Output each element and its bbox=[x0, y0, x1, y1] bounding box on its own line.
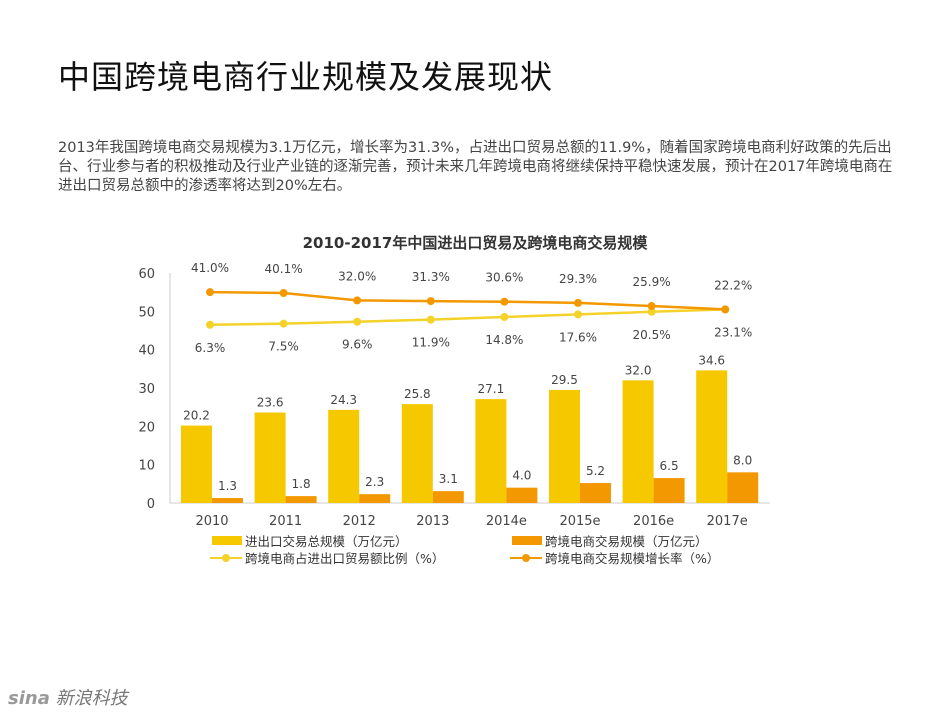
x-tick-label: 2015e bbox=[559, 514, 600, 529]
x-tick-label: 2011 bbox=[269, 514, 302, 529]
line-label: 22.2% bbox=[714, 278, 752, 292]
line-point bbox=[206, 320, 214, 329]
bar-label: 32.0 bbox=[625, 363, 652, 377]
bar-total-trade bbox=[401, 404, 433, 503]
bar-label: 2.3 bbox=[365, 475, 384, 489]
bar-label: 1.3 bbox=[218, 479, 237, 493]
bar-cross-border bbox=[653, 478, 685, 503]
line-point bbox=[206, 288, 214, 297]
line-point bbox=[574, 298, 582, 307]
line-label: 32.0% bbox=[338, 269, 376, 283]
legend-label: 跨境电商交易规模增长率（%） bbox=[545, 551, 719, 566]
bar-cross-border bbox=[727, 472, 759, 503]
x-tick-label: 2017e bbox=[707, 514, 748, 529]
line-point bbox=[279, 288, 288, 297]
y-tick-label: 30 bbox=[138, 382, 155, 397]
y-tick-label: 40 bbox=[138, 344, 155, 359]
y-tick-label: 10 bbox=[138, 459, 155, 474]
bar-label: 8.0 bbox=[733, 453, 752, 467]
line-label: 14.8% bbox=[485, 333, 523, 347]
line-point bbox=[721, 305, 730, 314]
bar-label: 34.6 bbox=[698, 353, 725, 367]
y-tick-label: 20 bbox=[138, 420, 155, 435]
chart-title: 2010-2017年中国进出口贸易及跨境电商交易规模 bbox=[302, 234, 648, 252]
line-point bbox=[353, 296, 362, 305]
line-point bbox=[647, 302, 656, 311]
bar-label: 25.8 bbox=[404, 387, 431, 401]
line-label: 23.1% bbox=[714, 325, 752, 339]
logo-text: 新浪科技 bbox=[55, 688, 128, 709]
bar-cross-border bbox=[432, 491, 464, 503]
line-label: 25.9% bbox=[633, 275, 671, 289]
line-point bbox=[426, 297, 435, 306]
line-label: 41.0% bbox=[191, 261, 229, 275]
line-label: 17.6% bbox=[559, 330, 597, 344]
bar-label: 24.3 bbox=[330, 393, 357, 407]
bar-label: 3.1 bbox=[439, 472, 458, 486]
line-label: 11.9% bbox=[412, 336, 450, 350]
bar-label: 4.0 bbox=[512, 469, 531, 483]
bar-total-trade bbox=[696, 370, 728, 503]
bar-total-trade bbox=[549, 389, 580, 503]
bar-total-trade bbox=[254, 412, 286, 503]
bar-label: 27.1 bbox=[478, 382, 505, 396]
legend-label: 跨境电商交易规模（万亿元） bbox=[545, 534, 708, 549]
y-tick-label: 60 bbox=[138, 267, 155, 282]
bar-label: 6.5 bbox=[660, 459, 679, 473]
line-growth bbox=[209, 290, 726, 311]
x-tick-label: 2014e bbox=[486, 514, 527, 529]
line-label: 40.1% bbox=[265, 262, 303, 276]
legend-marker bbox=[222, 554, 230, 562]
bar-cross-border bbox=[212, 498, 243, 503]
line-point bbox=[426, 315, 435, 324]
bar-total-trade bbox=[328, 409, 360, 503]
line-label: 7.5% bbox=[268, 340, 299, 354]
legend-marker bbox=[522, 554, 530, 562]
x-tick-label: 2012 bbox=[343, 514, 376, 529]
line-label: 31.3% bbox=[412, 270, 450, 284]
x-tick-label: 2013 bbox=[416, 514, 449, 529]
bar-total-trade bbox=[181, 425, 212, 503]
bar-label: 1.8 bbox=[292, 477, 311, 491]
x-tick-label: 2016e bbox=[633, 514, 674, 529]
bar-label: 20.2 bbox=[183, 409, 210, 423]
legend-swatch bbox=[212, 536, 242, 545]
y-tick-label: 0 bbox=[147, 497, 155, 512]
line-point bbox=[279, 319, 288, 328]
bar-cross-border bbox=[359, 494, 391, 503]
line-label: 9.6% bbox=[342, 338, 373, 352]
bar-cross-border bbox=[506, 487, 538, 503]
bar-total-trade bbox=[475, 399, 507, 503]
bar-label: 23.6 bbox=[257, 396, 284, 410]
line-label: 6.3% bbox=[195, 341, 226, 355]
line-point bbox=[574, 310, 582, 319]
summary-paragraph: 2013年我国跨境电商交易规模为3.1万亿元，增长率为31.3%，占进出口贸易总… bbox=[58, 140, 893, 194]
line-share bbox=[209, 308, 726, 326]
bar-cross-border bbox=[580, 483, 611, 503]
line-point bbox=[647, 307, 656, 316]
page-title: 中国跨境电商行业规模及发展现状 bbox=[58, 58, 554, 96]
bar-label: 29.5 bbox=[551, 373, 578, 387]
line-point bbox=[353, 317, 362, 326]
line-point bbox=[500, 312, 509, 321]
bar-label: 5.2 bbox=[586, 464, 605, 478]
line-label: 20.5% bbox=[633, 328, 671, 342]
line-label: 29.3% bbox=[559, 272, 597, 286]
legend-swatch bbox=[512, 536, 542, 545]
bar-cross-border bbox=[285, 496, 317, 503]
bar-total-trade bbox=[622, 380, 654, 503]
legend-label: 跨境电商占进出口贸易额比例（%） bbox=[245, 551, 444, 566]
line-point bbox=[500, 297, 509, 306]
line-label: 30.6% bbox=[485, 271, 523, 285]
legend-label: 进出口交易总规模（万亿元） bbox=[245, 534, 408, 549]
x-tick-label: 2010 bbox=[195, 514, 228, 529]
y-tick-label: 50 bbox=[138, 305, 155, 320]
sina-tech-logo: sina 新浪科技 bbox=[8, 688, 128, 709]
